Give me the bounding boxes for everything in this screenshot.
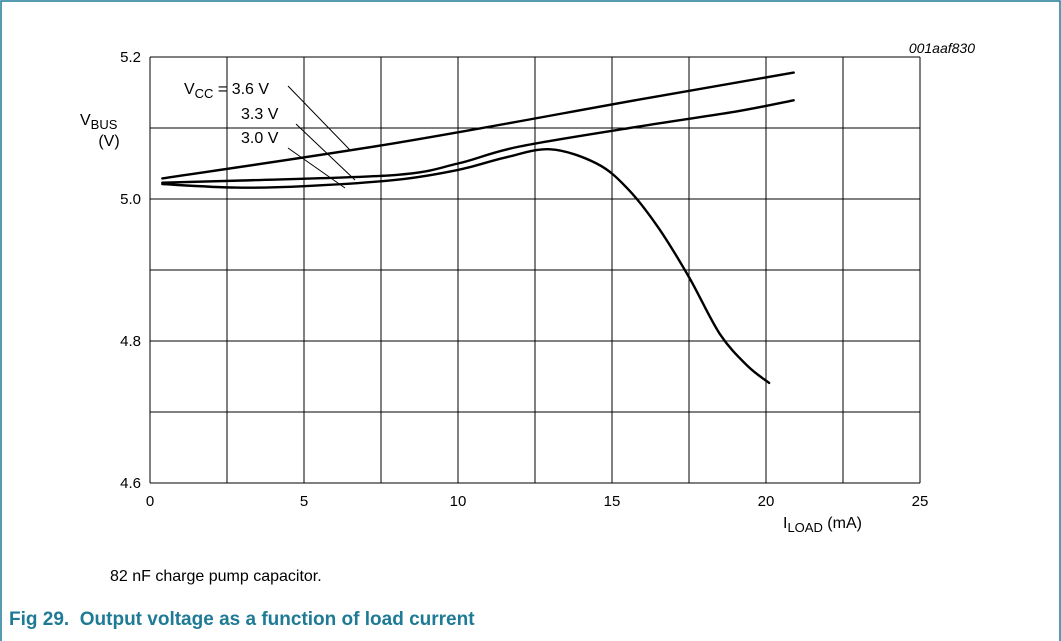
legend-leaders — [287, 85, 356, 189]
legend-label-3-0v: 3.0 V — [241, 130, 279, 147]
legend-label-3-6v: VCC = 3.6 V — [184, 81, 269, 101]
x-tick-label: 5 — [300, 493, 308, 510]
x-tick-label: 10 — [450, 493, 467, 510]
legend-leader-line — [287, 147, 346, 189]
legend-label-3-3v: 3.3 V — [241, 106, 279, 123]
series-line-3-3v — [161, 99, 795, 184]
x-tick-label: 15 — [604, 493, 621, 510]
x-tick-label: 20 — [758, 493, 775, 510]
legend: VCC = 3.6 V 3.3 V 3.0 V — [184, 81, 279, 147]
figure-title: Output voltage as a function of load cur… — [79, 609, 475, 630]
figure-caption: Fig 29. Output voltage as a function of … — [9, 609, 475, 631]
x-axis-label: ILOAD (mA) — [783, 515, 862, 535]
grid: 0 5 10 15 20 25 4.6 4.8 5.0 5.2 — [120, 49, 928, 510]
legend-leader-line — [295, 123, 356, 181]
y-tick-label: 5.2 — [120, 49, 141, 66]
y-axis-label: VBUS — [80, 112, 118, 132]
y-tick-label: 4.6 — [120, 475, 141, 492]
series-lines — [161, 71, 795, 385]
figure-number: Fig 29. — [9, 609, 70, 630]
y-tick-label: 4.8 — [120, 333, 141, 350]
series-line-3-0v — [161, 148, 771, 385]
legend-leader-line — [287, 85, 351, 151]
x-tick-label: 0 — [146, 493, 154, 510]
y-tick-label: 5.0 — [120, 191, 141, 208]
figure-code: 001aaf830 — [909, 40, 975, 56]
series-line-3-6v — [161, 71, 795, 180]
chart-note: 82 nF charge pump capacitor. — [110, 568, 322, 585]
y-axis-unit: (V) — [98, 133, 119, 150]
x-tick-label: 25 — [912, 493, 929, 510]
